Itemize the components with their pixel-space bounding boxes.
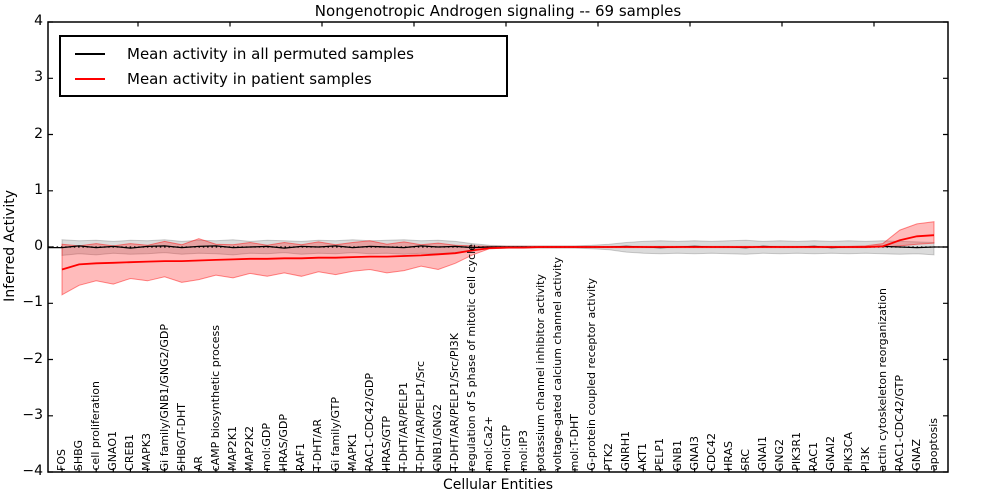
y-tick-label: −3 bbox=[22, 406, 43, 423]
x-tick-label: RAC1 bbox=[807, 441, 821, 471]
x-tick-label: Gi family/GTP bbox=[328, 396, 342, 471]
x-tick-label: GNAO1 bbox=[106, 431, 120, 471]
x-tick-label: GNAZ bbox=[909, 439, 923, 471]
legend: Mean activity in all permuted samples Me… bbox=[59, 35, 508, 97]
x-tick-label: PIK3CA bbox=[841, 431, 855, 471]
x-tick-label: voltage-gated calcium channel activity bbox=[550, 256, 564, 471]
x-tick-label: RAF1 bbox=[294, 442, 308, 471]
x-tick-label: mol:T-DHT bbox=[567, 413, 581, 471]
x-axis-label: Cellular Entities bbox=[442, 477, 554, 493]
x-tick-label: MAP2K1 bbox=[225, 426, 239, 471]
patient-mean-line bbox=[61, 234, 935, 271]
x-tick-label: PI3K bbox=[858, 446, 872, 471]
x-tick-label: PIK3R1 bbox=[790, 432, 804, 471]
y-tick-label: 0 bbox=[34, 238, 43, 254]
legend-label-patient: Mean activity in patient samples bbox=[127, 69, 372, 88]
x-tick-label: T-DHT/AR/PELP1/Src bbox=[414, 360, 428, 471]
y-tick-label: −2 bbox=[22, 350, 43, 367]
y-tick-label: 1 bbox=[34, 181, 43, 198]
x-tick-label: GNG2 bbox=[773, 438, 787, 471]
x-tick-label: actin cytoskeleton reorganization bbox=[875, 287, 889, 471]
x-tick-label: mol:GDP bbox=[260, 423, 274, 471]
x-tick-label: cell proliferation bbox=[89, 381, 103, 471]
x-tick-label: GNAI2 bbox=[824, 436, 838, 471]
x-tick-label: SRC bbox=[738, 449, 752, 471]
legend-line-patient-icon bbox=[75, 77, 105, 80]
axis-ticks bbox=[48, 21, 948, 473]
x-tick-label: HRAS/GDP bbox=[277, 413, 291, 471]
x-tick-label: cAMP biosynthetic process bbox=[208, 324, 222, 471]
x-tick-label: potassium channel inhibitor activity bbox=[533, 273, 547, 471]
x-tick-label: CDC42 bbox=[704, 433, 718, 471]
x-tick-label: T-DHT/AR/PELP1/Src/PI3K bbox=[448, 333, 462, 471]
x-tick-label: PTK2 bbox=[602, 443, 616, 471]
x-tick-label: Gi family/GNB1/GNG2/GDP bbox=[157, 323, 171, 471]
x-tick-label: SHBG bbox=[72, 439, 86, 471]
y-tick-label: −1 bbox=[22, 294, 43, 311]
y-tick-label: 4 bbox=[34, 13, 43, 29]
x-tick-label: mol:Ca2+ bbox=[482, 416, 496, 471]
x-tick-label: CREB1 bbox=[123, 434, 137, 471]
x-tick-label: apoptosis bbox=[927, 418, 940, 471]
legend-line-permuted-icon bbox=[75, 52, 105, 55]
y-tick-label: 2 bbox=[34, 125, 43, 142]
x-tick-label: T-DHT/AR bbox=[311, 418, 325, 471]
x-tick-label: AR bbox=[191, 455, 205, 471]
x-tick-label: FOS bbox=[55, 449, 68, 471]
chart-title: Nongenotropic Androgen signaling -- 69 s… bbox=[314, 2, 682, 20]
x-tick-label: GNB1/GNG2 bbox=[431, 403, 445, 471]
x-tick-label: regulation of S phase of mitotic cell cy… bbox=[465, 243, 479, 471]
x-tick-label: GNAI3 bbox=[687, 436, 701, 471]
legend-item-permuted: Mean activity in all permuted samples bbox=[75, 45, 506, 63]
x-tick-label: AKT1 bbox=[636, 443, 650, 471]
x-tick-label: G-protein coupled receptor activity bbox=[585, 278, 599, 471]
x-tick-label: GNAI1 bbox=[756, 436, 770, 471]
patient-confidence-band bbox=[61, 221, 935, 296]
legend-item-patient: Mean activity in patient samples bbox=[75, 70, 506, 88]
x-tick-label: mol:GTP bbox=[499, 425, 513, 471]
x-tick-label: mol:IP3 bbox=[516, 429, 530, 471]
x-tick-label: SHBG/T-DHT bbox=[174, 403, 188, 471]
y-tick-label: 3 bbox=[34, 69, 43, 86]
x-tick-label: PELP1 bbox=[653, 437, 667, 471]
x-tick-label: HRAS/GTP bbox=[379, 415, 393, 471]
x-tick-label: RAC1-CDC42/GTP bbox=[892, 374, 906, 471]
x-tick-label: GNRH1 bbox=[619, 431, 633, 471]
x-tick-label: RAC1-CDC42/GDP bbox=[362, 372, 376, 471]
y-tick-label: −4 bbox=[22, 463, 43, 479]
legend-label-permuted: Mean activity in all permuted samples bbox=[127, 44, 414, 63]
x-tick-label: T-DHT/AR/PELP1 bbox=[396, 381, 410, 471]
x-tick-label: GNB1 bbox=[670, 439, 684, 471]
x-tick-label: MAP2K2 bbox=[243, 426, 257, 471]
x-tick-label: HRAS bbox=[721, 441, 735, 471]
x-tick-label: MAPK3 bbox=[140, 433, 154, 471]
x-tick-label: MAPK1 bbox=[345, 433, 359, 471]
